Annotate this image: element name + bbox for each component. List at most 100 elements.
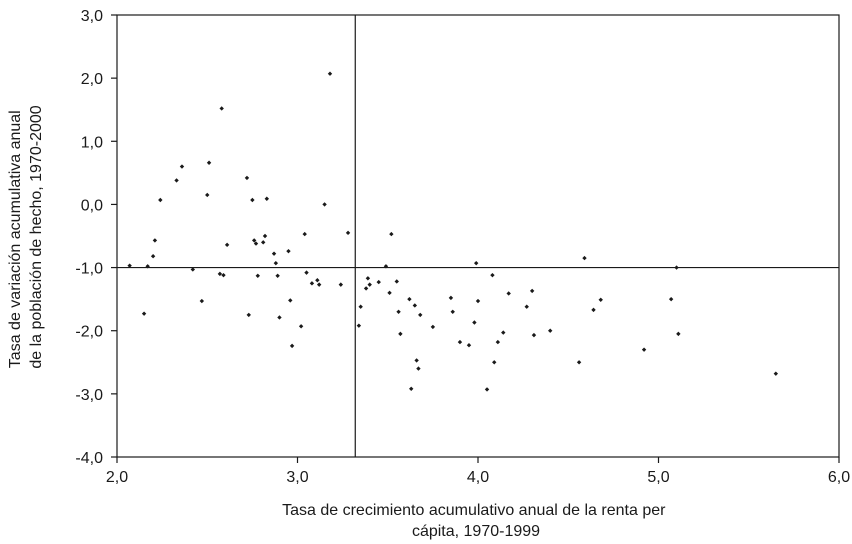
- data-point: [218, 272, 222, 276]
- data-point: [501, 330, 505, 334]
- data-point: [416, 366, 420, 370]
- data-point: [151, 254, 155, 258]
- x-tick-label: 5,0: [647, 469, 669, 486]
- x-axis-title: Tasa de crecimiento acumulativo anual de…: [282, 502, 670, 540]
- y-tick-label: 1,0: [81, 134, 103, 151]
- data-point: [472, 320, 476, 324]
- x-tick-label: 4,0: [467, 469, 489, 486]
- y-axis-tick-labels: -4,0 -3,0 -2,0 -1,0 0,0 1,0 2,0 3,0: [75, 8, 103, 467]
- x-tick-label: 2,0: [106, 469, 128, 486]
- data-point: [485, 387, 489, 391]
- data-point: [431, 325, 435, 329]
- data-point: [153, 238, 157, 242]
- data-point: [357, 323, 361, 327]
- data-point: [290, 344, 294, 348]
- data-point: [530, 289, 534, 293]
- data-point: [247, 313, 251, 317]
- data-point: [458, 340, 462, 344]
- data-point: [288, 298, 292, 302]
- x-axis-title-line-2: cápita, 1970-1999: [412, 523, 540, 540]
- data-point: [476, 299, 480, 303]
- data-point: [364, 286, 368, 290]
- data-point: [409, 387, 413, 391]
- y-tick-label: -3,0: [75, 387, 103, 404]
- data-point: [591, 308, 595, 312]
- data-point: [599, 298, 603, 302]
- data-point: [398, 332, 402, 336]
- data-point: [317, 282, 321, 286]
- data-point: [449, 296, 453, 300]
- data-point: [474, 261, 478, 265]
- data-point: [180, 164, 184, 168]
- y-tick-label: 2,0: [81, 71, 103, 88]
- data-point: [275, 274, 279, 278]
- data-point: [304, 270, 308, 274]
- data-point: [265, 197, 269, 201]
- data-point: [387, 291, 391, 295]
- data-point: [250, 198, 254, 202]
- data-point: [366, 276, 370, 280]
- y-tick-label: -2,0: [75, 324, 103, 341]
- x-axis-title-line-1: Tasa de crecimiento acumulativo anual de…: [282, 502, 666, 519]
- data-point: [674, 265, 678, 269]
- axis-tick-marks: [111, 15, 839, 463]
- data-point: [490, 273, 494, 277]
- data-point: [467, 343, 471, 347]
- data-point: [642, 347, 646, 351]
- data-point: [221, 273, 225, 277]
- data-point: [582, 256, 586, 260]
- data-point: [451, 310, 455, 314]
- data-point: [368, 282, 372, 286]
- data-point: [225, 243, 229, 247]
- y-tick-label: 0,0: [81, 197, 103, 214]
- data-point: [256, 274, 260, 278]
- y-axis-title-line-1: Tasa de variación acumulativa anual: [7, 110, 24, 368]
- data-point: [496, 340, 500, 344]
- data-point: [414, 358, 418, 362]
- data-point: [525, 305, 529, 309]
- data-point: [358, 305, 362, 309]
- y-tick-label: -1,0: [75, 261, 103, 278]
- data-point: [395, 279, 399, 283]
- data-point: [669, 297, 673, 301]
- data-point: [310, 281, 314, 285]
- data-point: [389, 232, 393, 236]
- svg-text:Tasa de variación acumulativa: Tasa de variación acumulativa anual de l…: [7, 105, 45, 368]
- data-point: [142, 311, 146, 315]
- data-point: [418, 313, 422, 317]
- data-point: [339, 282, 343, 286]
- data-point: [219, 106, 223, 110]
- data-point: [774, 371, 778, 375]
- data-point: [346, 231, 350, 235]
- plot-area-frame: [117, 15, 839, 457]
- data-point: [245, 176, 249, 180]
- data-point: [274, 261, 278, 265]
- y-tick-label: 3,0: [81, 8, 103, 25]
- data-point: [577, 360, 581, 364]
- data-point: [315, 278, 319, 282]
- data-point: [492, 360, 496, 364]
- data-point: [174, 178, 178, 182]
- data-point: [377, 280, 381, 284]
- data-point: [205, 193, 209, 197]
- data-point: [303, 232, 307, 236]
- data-point: [676, 332, 680, 336]
- data-point: [328, 72, 332, 76]
- x-axis-tick-labels: 2,0 3,0 4,0 5,0 6,0: [106, 469, 850, 486]
- data-point: [299, 324, 303, 328]
- data-point: [272, 251, 276, 255]
- data-points: [127, 72, 778, 392]
- data-point: [261, 240, 265, 244]
- data-point: [200, 299, 204, 303]
- data-point: [396, 310, 400, 314]
- data-point: [506, 291, 510, 295]
- data-point: [548, 329, 552, 333]
- data-point: [532, 333, 536, 337]
- data-point: [322, 202, 326, 206]
- data-point: [207, 161, 211, 165]
- data-point: [277, 315, 281, 319]
- data-point: [286, 249, 290, 253]
- data-point: [407, 297, 411, 301]
- x-tick-label: 3,0: [286, 469, 308, 486]
